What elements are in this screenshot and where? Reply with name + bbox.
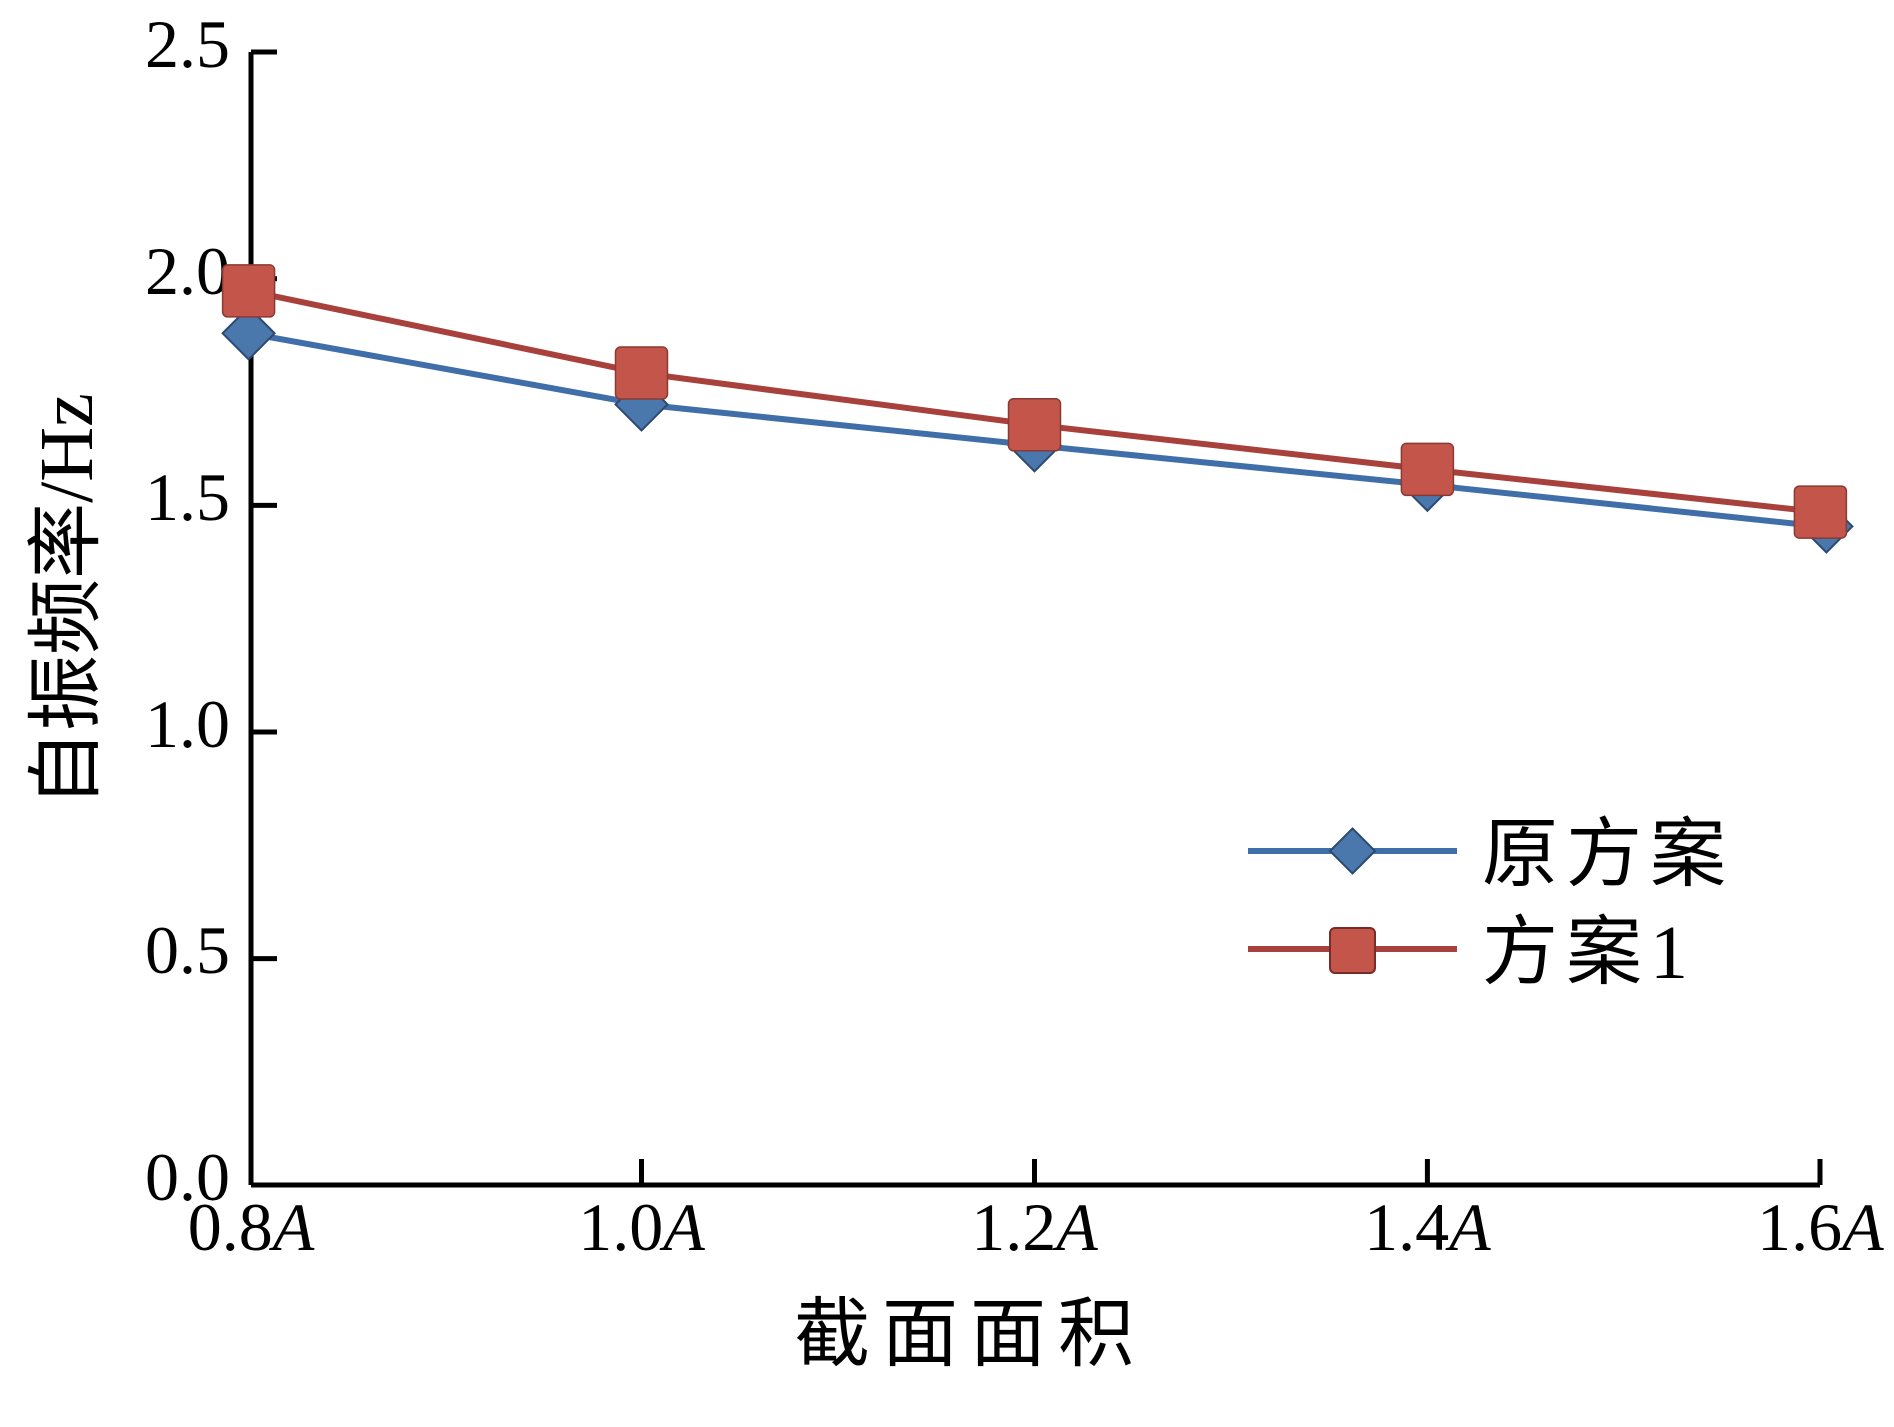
svg-text:1.4A: 1.4A [1364,1189,1491,1265]
svg-text:原方案: 原方案 [1482,813,1734,897]
svg-text:1.0A: 1.0A [578,1189,705,1265]
svg-text:1.2A: 1.2A [971,1189,1098,1265]
svg-text:2.5: 2.5 [145,6,230,82]
svg-text:1.0: 1.0 [145,686,230,762]
svg-text:1.5: 1.5 [145,459,230,535]
svg-text:2.0: 2.0 [145,233,230,309]
svg-text:自振频率/Hz: 自振频率/Hz [25,393,109,807]
svg-text:0.5: 0.5 [145,912,230,988]
svg-text:1.6A: 1.6A [1757,1189,1884,1265]
svg-text:截面面积: 截面面积 [794,1293,1146,1377]
svg-text:方案1: 方案1 [1482,911,1696,995]
svg-text:0.8A: 0.8A [188,1189,315,1265]
